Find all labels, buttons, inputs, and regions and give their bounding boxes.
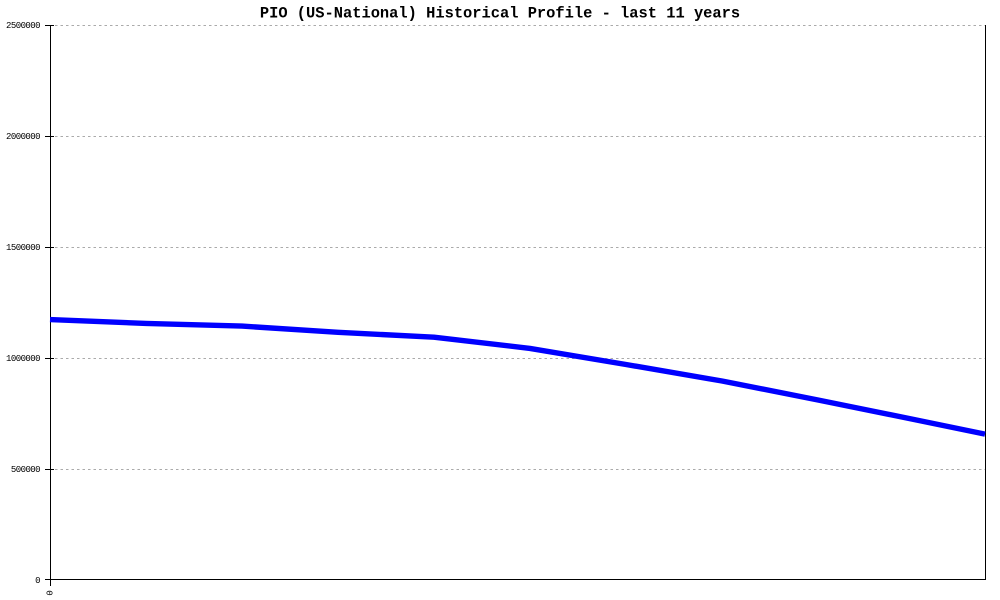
svg-text:0: 0 bbox=[43, 590, 53, 595]
svg-text:2500000: 2500000 bbox=[6, 21, 40, 31]
svg-text:1000000: 1000000 bbox=[6, 354, 40, 364]
svg-text:0: 0 bbox=[35, 576, 40, 586]
svg-text:PIO (US-National) Historical P: PIO (US-National) Historical Profile - l… bbox=[260, 5, 740, 23]
svg-text:2000000: 2000000 bbox=[6, 132, 40, 142]
svg-text:500000: 500000 bbox=[11, 465, 40, 475]
svg-text:1500000: 1500000 bbox=[6, 243, 40, 253]
